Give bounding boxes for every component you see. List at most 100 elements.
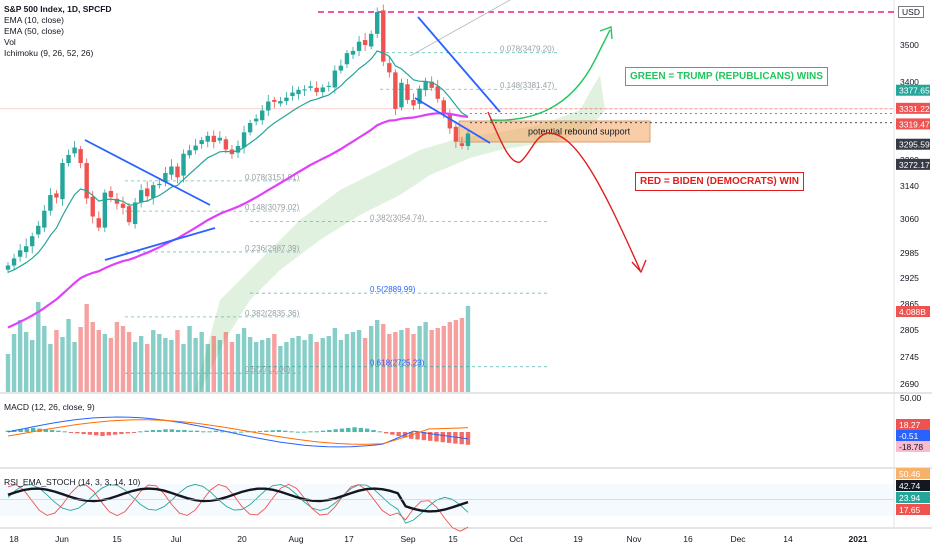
candle — [84, 163, 89, 199]
macd-histogram-bar — [213, 430, 219, 432]
macd-histogram-bar — [31, 427, 36, 432]
price-tag-label: 3295.59 — [899, 140, 930, 150]
candle — [417, 88, 422, 104]
macd-histogram-bar — [390, 432, 395, 435]
legend-title: S&P 500 Index, 1D, SPCFD — [4, 4, 112, 14]
candle — [459, 143, 465, 146]
macd-histogram-bar — [138, 431, 143, 433]
x-tick-label: Oct — [509, 534, 523, 544]
macd-histogram-bar — [119, 432, 124, 435]
macd-histogram-bar — [94, 432, 99, 436]
x-tick-label: 18 — [9, 534, 19, 544]
legend-vol: Vol — [4, 37, 16, 47]
macd-histogram-bar — [5, 430, 11, 432]
legend-ema50: EMA (50, close) — [4, 26, 64, 36]
candle — [375, 12, 380, 34]
candle — [30, 236, 35, 247]
candle — [453, 126, 459, 142]
volume-bar — [435, 328, 440, 392]
candle — [199, 140, 204, 145]
main-legend: S&P 500 Index, 1D, SPCFD EMA (10, close)… — [4, 4, 112, 59]
macd-histogram-bar — [150, 429, 156, 432]
y-tick-label: 2865 — [900, 299, 919, 309]
candle — [102, 192, 108, 228]
volume-bar — [459, 318, 465, 392]
macd-histogram-bar — [377, 431, 382, 433]
macd-histogram-bar — [49, 429, 55, 432]
ema50-line — [7, 112, 469, 329]
macd-histogram-bar — [163, 429, 168, 432]
legend-ema10: EMA (10, close) — [4, 15, 64, 25]
price-tag — [896, 84, 930, 96]
volume-bar — [375, 320, 380, 392]
macd-histogram-bar — [453, 432, 458, 444]
candle — [48, 195, 53, 211]
x-tick-label: 15 — [112, 534, 122, 544]
candle — [36, 225, 41, 235]
macd-histogram-bar — [43, 429, 49, 432]
fib-label: 0.078(3479.20) — [500, 45, 555, 54]
candle — [362, 40, 368, 45]
ema10-line — [7, 50, 469, 273]
candle — [151, 185, 156, 198]
volume-bar — [362, 338, 368, 392]
macd-tag — [896, 419, 930, 430]
macd-histogram-bar — [100, 432, 105, 437]
x-tick-label: Nov — [626, 534, 642, 544]
red-projection — [487, 111, 641, 271]
candle — [235, 145, 241, 153]
y-tick-label: 3140 — [900, 181, 919, 191]
macd-histogram-bar — [56, 430, 61, 432]
volume-bar — [102, 334, 108, 392]
rsi-tag-label: 42.74 — [899, 481, 921, 491]
volume-bar — [78, 327, 83, 392]
volume-bar — [302, 340, 307, 392]
fib-label: 0.382(3054.74) — [370, 213, 425, 222]
x-tick-label: 17 — [344, 534, 354, 544]
candle — [72, 147, 77, 154]
macd-histogram-bar — [371, 429, 376, 432]
volume-bar — [60, 337, 65, 392]
macd-histogram-bar — [295, 431, 301, 433]
volume-bar — [356, 330, 362, 392]
volume-bar — [5, 354, 11, 392]
trendline — [84, 139, 211, 206]
volume-bar — [175, 330, 180, 392]
candle — [393, 72, 398, 109]
candle — [193, 145, 198, 151]
y-tick-label: 2925 — [900, 273, 919, 283]
candle — [266, 101, 271, 111]
candle — [96, 218, 101, 228]
candle — [78, 149, 83, 164]
macd-histogram-bar — [308, 431, 313, 433]
volume-bar — [96, 330, 101, 392]
candle — [23, 246, 29, 253]
macd-histogram-bar — [446, 432, 452, 443]
macd-histogram-bar — [276, 429, 282, 432]
trendline — [104, 227, 216, 261]
currency-label: USD — [898, 6, 924, 18]
volume-bar — [417, 326, 422, 392]
candle — [387, 63, 392, 73]
red-arrowhead — [631, 259, 647, 274]
candle — [181, 153, 186, 176]
vol-tag-label: 4.088B — [899, 307, 926, 317]
volume-bar — [42, 326, 47, 392]
volume-bar — [120, 326, 126, 392]
macd-tag-label: -0.51 — [899, 431, 919, 441]
candle — [132, 202, 138, 224]
price-tag-label: 3331.22 — [899, 104, 930, 114]
rsi-tag-label: 23.94 — [899, 493, 921, 503]
volume-bar — [84, 304, 89, 392]
macd-histogram-bar — [270, 430, 275, 432]
candle — [247, 122, 253, 133]
trendline — [417, 16, 501, 113]
rsi-tag-label: 17.65 — [899, 505, 921, 515]
volume-bar — [23, 332, 29, 392]
volume-bar — [72, 342, 77, 392]
macd-histogram-bar — [383, 432, 389, 434]
candle — [90, 196, 95, 217]
rsi-tag-label: 50.46 — [899, 469, 921, 479]
candle — [326, 85, 331, 87]
